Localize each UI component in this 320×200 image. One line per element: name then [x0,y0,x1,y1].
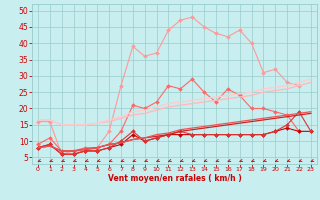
X-axis label: Vent moyen/en rafales ( km/h ): Vent moyen/en rafales ( km/h ) [108,174,241,183]
